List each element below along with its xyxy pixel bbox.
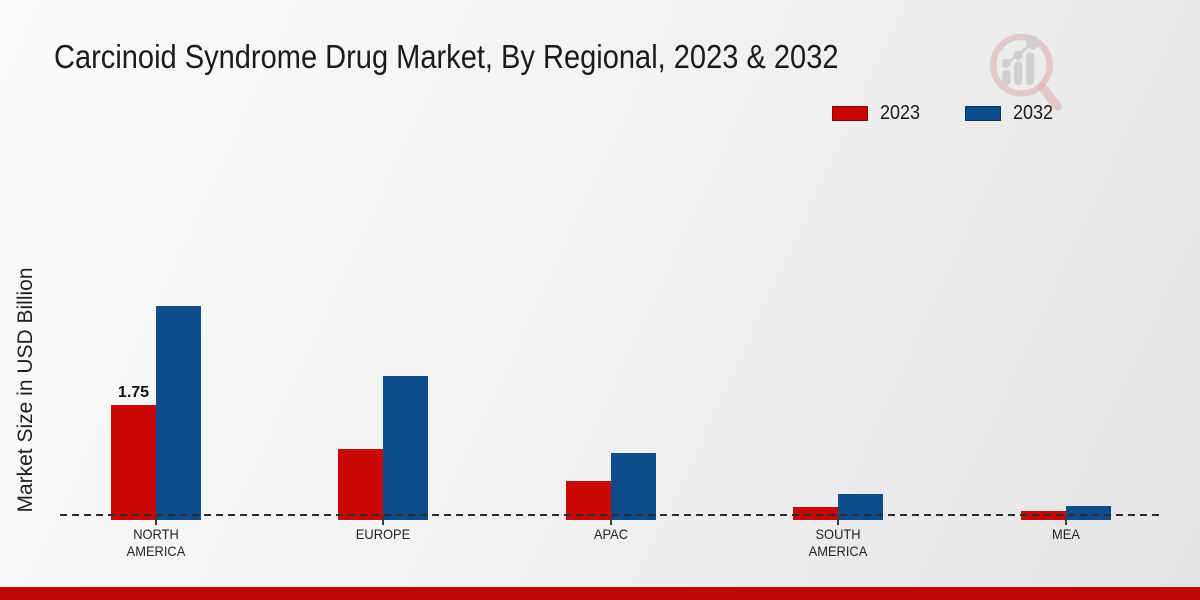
- bar-apac-2032: [610, 452, 656, 520]
- magnifier-bar-chart-logo-icon: [990, 33, 1062, 111]
- x-axis-tick-mea: [1064, 516, 1067, 525]
- x-axis-label-apac: APAC: [593, 526, 628, 542]
- bar-north-america-2023: [110, 405, 156, 520]
- bar-south-america-2023: [793, 507, 839, 520]
- bar-apac-2023: [565, 481, 611, 520]
- bar-south-america-2032: [838, 494, 884, 520]
- footer-red-strip: [0, 587, 1200, 600]
- bar-value-label-north-america-2023: 1.75: [117, 384, 150, 401]
- bar-europe-2032: [383, 376, 429, 520]
- bar-north-america-2032: [155, 306, 201, 520]
- x-axis-label-south-america: SOUTH AMERICA: [808, 526, 868, 559]
- x-axis-label-north-america: NORTH AMERICA: [126, 526, 185, 559]
- legend-label-2032: 2032: [1012, 102, 1053, 124]
- bar-mea-2032: [1065, 506, 1111, 520]
- legend-item-2032: 2032: [964, 102, 1058, 125]
- legend-item-2023: 2023: [832, 102, 925, 125]
- x-axis-tick-apac: [609, 516, 612, 525]
- y-axis-label: Market Size in USD Billion: [14, 267, 37, 513]
- chart-title: Carcinoid Syndrome Drug Market, By Regio…: [54, 38, 839, 75]
- x-axis-label-europe: EUROPE: [355, 526, 411, 542]
- legend-swatch-2032: [964, 106, 1001, 121]
- legend: 2023 2032: [832, 102, 1057, 125]
- x-axis-baseline: [60, 514, 1160, 516]
- x-axis-tick-north-america: [154, 516, 157, 525]
- bar-europe-2023: [338, 449, 384, 520]
- legend-swatch-2023: [832, 106, 868, 121]
- x-axis-label-mea: MEA: [1051, 526, 1080, 542]
- x-axis-tick-south-america: [837, 516, 840, 525]
- legend-label-2023: 2023: [880, 102, 921, 124]
- x-axis-tick-europe: [382, 516, 385, 525]
